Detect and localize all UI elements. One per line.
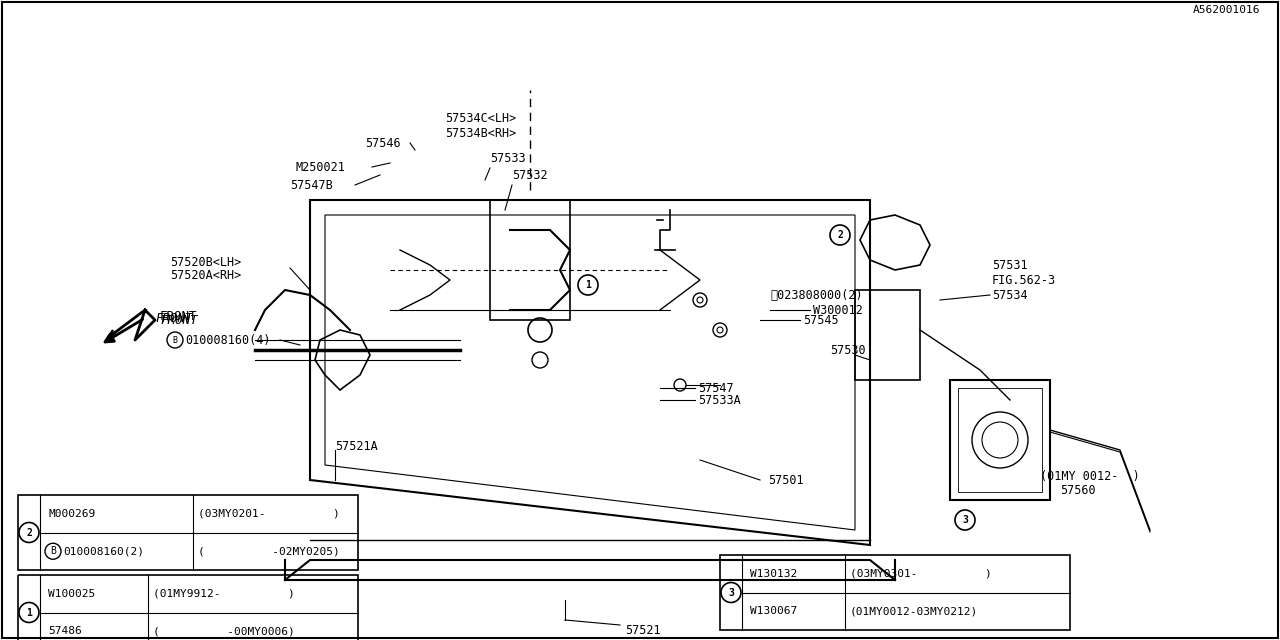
Text: M000269: M000269 xyxy=(49,509,95,519)
Text: 010008160(4): 010008160(4) xyxy=(186,333,270,346)
Text: 57486: 57486 xyxy=(49,627,82,636)
Text: (03MY0201-          ): (03MY0201- ) xyxy=(198,509,339,519)
Text: 57520A<RH>: 57520A<RH> xyxy=(170,269,241,282)
Text: FRONT: FRONT xyxy=(155,312,192,324)
Text: 57532: 57532 xyxy=(512,168,548,182)
Text: 57534: 57534 xyxy=(992,289,1028,301)
Text: W100025: W100025 xyxy=(49,589,95,599)
Text: (01MY0012-03MY0212): (01MY0012-03MY0212) xyxy=(850,606,978,616)
Text: A562001016: A562001016 xyxy=(1193,5,1260,15)
Text: 57533A: 57533A xyxy=(698,394,741,406)
Text: FRONT: FRONT xyxy=(160,314,197,326)
Text: (          -02MY0205): ( -02MY0205) xyxy=(198,547,339,556)
Text: B: B xyxy=(173,335,178,344)
Text: 57520B<LH>: 57520B<LH> xyxy=(170,255,241,269)
Text: W130132: W130132 xyxy=(750,569,797,579)
Text: 57530: 57530 xyxy=(829,344,865,356)
Text: FRONT: FRONT xyxy=(160,310,197,323)
Bar xyxy=(950,380,1050,500)
Text: 010008160(2): 010008160(2) xyxy=(63,547,145,556)
Text: M250021: M250021 xyxy=(294,161,344,173)
Text: (01MY 0012-  ): (01MY 0012- ) xyxy=(1039,470,1139,483)
Text: 57560: 57560 xyxy=(1060,483,1096,497)
Text: 1: 1 xyxy=(26,607,32,618)
Bar xyxy=(18,575,358,640)
Text: 57546: 57546 xyxy=(365,136,401,150)
Text: W130067: W130067 xyxy=(750,606,797,616)
Text: FIG.562-3: FIG.562-3 xyxy=(992,273,1056,287)
Bar xyxy=(957,388,1042,492)
Text: 57521: 57521 xyxy=(625,623,660,637)
Text: 3: 3 xyxy=(963,515,968,525)
Text: 57531: 57531 xyxy=(992,259,1028,271)
Text: 57547B: 57547B xyxy=(291,179,333,191)
Text: 57521A: 57521A xyxy=(335,440,378,453)
Text: 57533: 57533 xyxy=(490,152,526,164)
Text: 57534B<RH>: 57534B<RH> xyxy=(445,127,516,140)
Text: (          -00MY0006): ( -00MY0006) xyxy=(154,627,294,636)
Bar xyxy=(855,290,920,380)
Text: 2: 2 xyxy=(26,527,32,538)
Text: 57534C<LH>: 57534C<LH> xyxy=(445,111,516,125)
Text: 57545: 57545 xyxy=(803,314,838,326)
Text: 1: 1 xyxy=(585,280,591,290)
Bar xyxy=(18,495,358,570)
Text: Ⓝ023808000(2): Ⓝ023808000(2) xyxy=(771,289,863,301)
Bar xyxy=(721,555,1070,630)
Text: 57501: 57501 xyxy=(768,474,804,486)
Text: 57547: 57547 xyxy=(698,381,733,394)
Text: (03MY0301-          ): (03MY0301- ) xyxy=(850,569,992,579)
Text: B: B xyxy=(50,547,56,556)
Bar xyxy=(490,200,570,320)
Text: W300012: W300012 xyxy=(813,303,863,317)
Text: (01MY9912-          ): (01MY9912- ) xyxy=(154,589,294,599)
Text: 2: 2 xyxy=(837,230,844,240)
Text: 3: 3 xyxy=(728,588,733,598)
